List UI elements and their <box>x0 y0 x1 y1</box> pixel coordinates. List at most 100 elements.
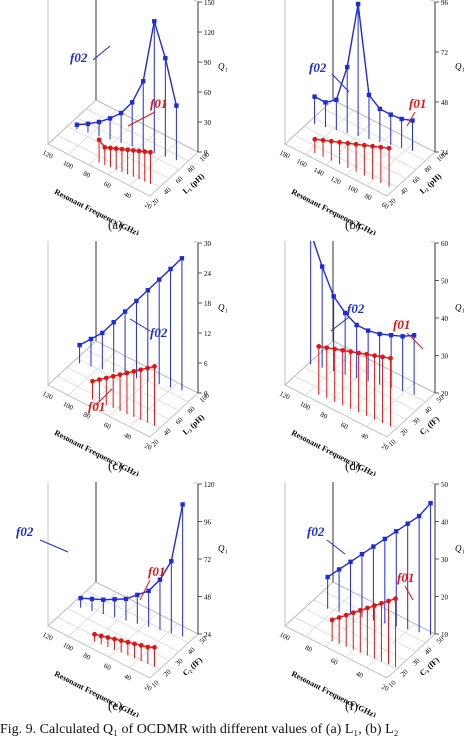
marker-f02-c-8 <box>168 266 173 272</box>
marker-f02-c-1 <box>88 336 94 342</box>
marker-f02-b-4 <box>355 1 361 7</box>
x-tick-label-c-1: 100 <box>61 400 74 412</box>
marker-f02-c-7 <box>156 277 162 282</box>
x-tick-label-a-4: 40 <box>123 190 133 201</box>
back-wall-left-c <box>47 241 97 386</box>
floor-gridline-v-c-3 <box>76 358 179 411</box>
floor-gridline-v-b-4 <box>323 108 426 162</box>
series-label-f02-f: f02 <box>307 524 325 539</box>
series-line-f02-d <box>312 241 415 338</box>
marker-f02-c-6 <box>145 288 151 293</box>
z-axis-title-a: Q₁ <box>218 62 228 72</box>
y-axis-title-a: L₁ (pH) <box>181 172 206 196</box>
floor-gridline-u-f-1 <box>366 623 415 668</box>
y-tick-label-d-0: 10 <box>387 438 398 449</box>
marker-f02-e-4 <box>123 596 129 602</box>
y-tick-label-e-2: 30 <box>174 657 185 668</box>
z-tick-label-d-2: 40 <box>441 315 449 323</box>
x-tick-label-c-4: 40 <box>123 431 133 442</box>
z-tick-label-a-0: 0 <box>204 149 208 157</box>
back-wall-left-b <box>284 0 334 145</box>
panel-d: 20 30 40 50 60 Q₁ 120 100 80 60 40 20 Resonant Frequ… <box>237 241 474 476</box>
x-tick-label-e-2: 80 <box>82 651 92 662</box>
marker-f02-e-8 <box>169 559 174 564</box>
floor-gridline-v-d-2 <box>304 367 407 420</box>
marker-f01-d-7 <box>372 353 377 359</box>
y-tick-label-c-2: 60 <box>174 416 185 427</box>
arrow-f01-e <box>139 579 151 601</box>
series-line-f02-b <box>314 3 413 122</box>
marker-f02-f-0 <box>325 574 330 580</box>
back-wall-left-e <box>47 482 97 627</box>
marker-f01-c-2 <box>103 375 109 381</box>
z-tick-label-b-0: 24 <box>441 149 449 157</box>
floor-gridline-v-a-4 <box>86 108 189 162</box>
back-wall-left-a <box>47 0 97 145</box>
marker-f01-c-3 <box>110 373 116 379</box>
marker-f01-b-3 <box>337 139 342 145</box>
series-label-f02-c: f02 <box>150 325 168 340</box>
z-tick-label-b-3: 96 <box>441 0 449 7</box>
marker-f02-b-8 <box>399 116 404 122</box>
marker-f02-a-9 <box>174 103 179 108</box>
x-tick-label-b-4: 100 <box>346 183 359 195</box>
series-label-f02-b: f02 <box>309 60 327 75</box>
marker-f01-d-8 <box>380 354 385 360</box>
x-tick-label-f-4: 20 <box>380 683 390 694</box>
z-tick-label-a-3: 90 <box>204 59 212 67</box>
marker-f01-f-8 <box>386 598 391 604</box>
floor-gridline-u-b-4 <box>305 110 354 155</box>
marker-f01-d-0 <box>316 344 322 349</box>
marker-f01-e-4 <box>118 638 124 644</box>
y-tick-label-d-3: 40 <box>423 405 434 416</box>
panel-b: 24 48 72 96 Q₁ 180 160 140 120 100 80 60 Resonant Fr… <box>237 0 474 235</box>
marker-f01-f-4 <box>357 608 363 613</box>
series-line-f02-e <box>80 504 184 601</box>
series-line-f01-e <box>94 633 155 649</box>
series-label-f01-a: f01 <box>150 96 167 111</box>
marker-f01-b-7 <box>370 143 375 149</box>
marker-f02-f-2 <box>348 559 353 564</box>
y-tick-label-a-1: 40 <box>162 186 173 197</box>
panel-label-b: (b) <box>345 217 361 232</box>
marker-f01-c-9 <box>152 364 157 369</box>
marker-f02-a-8 <box>163 55 168 61</box>
marker-f01-f-0 <box>329 617 335 623</box>
x-tick-label-d-4: 40 <box>360 431 370 442</box>
z-tick-label-e-0: 24 <box>204 631 212 639</box>
floor-gridline-v-a-2 <box>67 126 170 179</box>
marker-f01-d-5 <box>356 350 362 356</box>
series-label-f01-d: f01 <box>393 317 410 332</box>
arrow-f02-b <box>331 73 350 93</box>
panel-c: 0 6 12 18 24 30 Q₁ 120 100 80 60 40 20 Resonant Frequ… <box>0 241 237 476</box>
marker-f02-d-2 <box>331 294 336 299</box>
y-tick-label-e-4: 50 <box>198 635 209 646</box>
y-axis-title-c: L₃ (pH) <box>181 413 206 437</box>
z-tick-label-d-4: 60 <box>441 241 449 248</box>
x-tick-label-a-2: 80 <box>82 169 92 180</box>
marker-f02-d-7 <box>388 332 394 338</box>
y-tick-label-a-0: 20 <box>150 197 161 208</box>
y-axis-title-b: L₂ (pH) <box>418 172 443 196</box>
marker-f02-c-4 <box>122 309 128 314</box>
marker-f01-a-8 <box>142 149 148 155</box>
marker-f02-f-3 <box>359 551 365 557</box>
floor-gridline-v-d-1 <box>294 375 397 429</box>
floor-gridline-v-f-1 <box>294 616 397 670</box>
x-tick-label-a-1: 100 <box>61 159 74 171</box>
marker-f02-a-7 <box>152 19 157 24</box>
marker-f02-b-3 <box>345 64 350 70</box>
marker-f01-b-5 <box>353 141 359 147</box>
y-tick-label-c-3: 80 <box>186 405 197 416</box>
marker-f01-d-3 <box>340 347 346 353</box>
series-line-f01-f <box>331 597 396 621</box>
marker-f02-a-2 <box>96 119 102 125</box>
z-axis-title-e: Q₁ <box>218 544 228 554</box>
x-tick-label-e-0: 120 <box>41 631 54 643</box>
floor-gridline-u-d-2 <box>345 371 395 417</box>
marker-f02-a-4 <box>118 110 124 116</box>
floor-gridline-u-f-3 <box>325 602 375 648</box>
z-tick-label-d-1: 30 <box>441 353 449 361</box>
floor-gridline-v-a-1 <box>57 134 160 188</box>
